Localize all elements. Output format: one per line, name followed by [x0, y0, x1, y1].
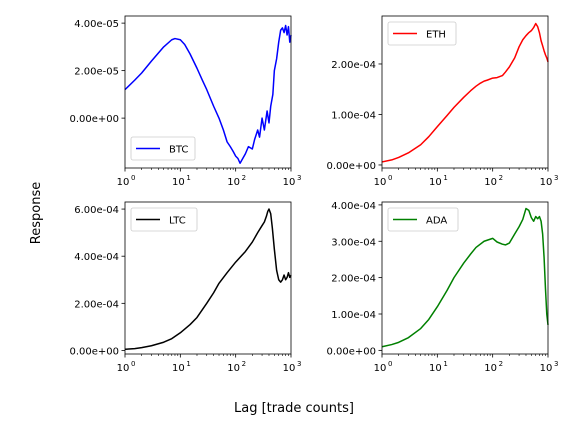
- y-tick-label: 0.00e+00: [326, 161, 376, 172]
- y-tick-label: 4.00e-04: [331, 201, 376, 212]
- x-tick-exponent: 0: [388, 360, 392, 368]
- y-tick-label: 6.00e-04: [74, 205, 119, 216]
- x-tick-label: 10: [484, 177, 497, 188]
- x-tick-label: 10: [227, 363, 240, 374]
- figure-ylabel: Response: [29, 182, 44, 244]
- series-line-eth: [381, 22, 549, 163]
- x-tick-label: 10: [227, 177, 240, 188]
- legend: ADA: [387, 207, 459, 232]
- x-tick-label: 10: [374, 363, 387, 374]
- x-tick-label: 10: [540, 363, 553, 374]
- x-tick-exponent: 2: [499, 174, 503, 182]
- series-line-ltc: [124, 208, 292, 351]
- y-tick-label: 1.00e-04: [331, 310, 376, 321]
- x-tick-exponent: 2: [242, 174, 246, 182]
- x-tick-label: 10: [117, 363, 130, 374]
- x-tick-label: 10: [540, 177, 553, 188]
- legend-label: ADA: [426, 216, 447, 227]
- legend: LTC: [130, 207, 198, 232]
- y-tick-label: 1.00e-04: [331, 110, 376, 121]
- x-tick-label: 10: [117, 177, 130, 188]
- legend-box: [387, 21, 457, 46]
- x-tick-label: 10: [283, 363, 296, 374]
- x-tick-exponent: 1: [443, 360, 447, 368]
- axes-frame: [381, 15, 549, 169]
- y-tick-label: 0.00e+00: [326, 346, 376, 357]
- x-tick-exponent: 2: [499, 360, 503, 368]
- legend-label: BTC: [169, 145, 188, 156]
- x-tick-exponent: 1: [186, 174, 190, 182]
- figure-xlabel: Lag [trade counts]: [234, 401, 354, 416]
- x-tick-exponent: 3: [297, 174, 301, 182]
- x-tick-exponent: 1: [186, 360, 190, 368]
- x-tick-label: 10: [429, 177, 442, 188]
- axes-frame: [124, 15, 292, 169]
- x-tick-exponent: 3: [554, 360, 558, 368]
- legend: BTC: [130, 136, 196, 161]
- x-tick-label: 10: [172, 177, 185, 188]
- x-tick-label: 10: [484, 363, 497, 374]
- legend-box: [130, 207, 198, 232]
- y-tick-label: 2.00e-04: [74, 299, 119, 310]
- legend-label: ETH: [426, 30, 446, 41]
- y-tick-label: 0.00e+00: [69, 114, 119, 125]
- x-tick-label: 10: [172, 363, 185, 374]
- legend: ETH: [387, 21, 457, 46]
- y-tick-label: 2.00e-04: [331, 274, 376, 285]
- y-tick-label: 4.00e-04: [74, 252, 119, 263]
- x-tick-label: 10: [374, 177, 387, 188]
- legend-label: LTC: [169, 216, 186, 227]
- y-tick-label: 2.00e-04: [331, 60, 376, 71]
- x-tick-exponent: 0: [131, 174, 135, 182]
- x-tick-exponent: 2: [242, 360, 246, 368]
- x-tick-exponent: 3: [554, 174, 558, 182]
- legend-box: [387, 207, 459, 232]
- chart-panel-3: 0.00e+00 1.00e-04 2.00e-04 3.00e-04 4.00e-04…: [326, 201, 558, 374]
- x-tick-label: 10: [429, 363, 442, 374]
- y-tick-label: 2.00e-05: [74, 67, 119, 78]
- series-line-ada: [381, 207, 549, 348]
- x-tick-exponent: 0: [131, 360, 135, 368]
- x-tick-exponent: 1: [443, 174, 447, 182]
- series-line-btc: [124, 24, 292, 164]
- x-tick-exponent: 3: [297, 360, 301, 368]
- y-tick-label: 4.00e-05: [74, 19, 119, 30]
- y-tick-label: 3.00e-04: [331, 237, 376, 248]
- y-tick-label: 0.00e+00: [69, 346, 119, 357]
- axes-frame: [124, 201, 292, 355]
- x-tick-label: 10: [283, 177, 296, 188]
- legend-box: [130, 136, 196, 161]
- x-tick-exponent: 0: [388, 174, 392, 182]
